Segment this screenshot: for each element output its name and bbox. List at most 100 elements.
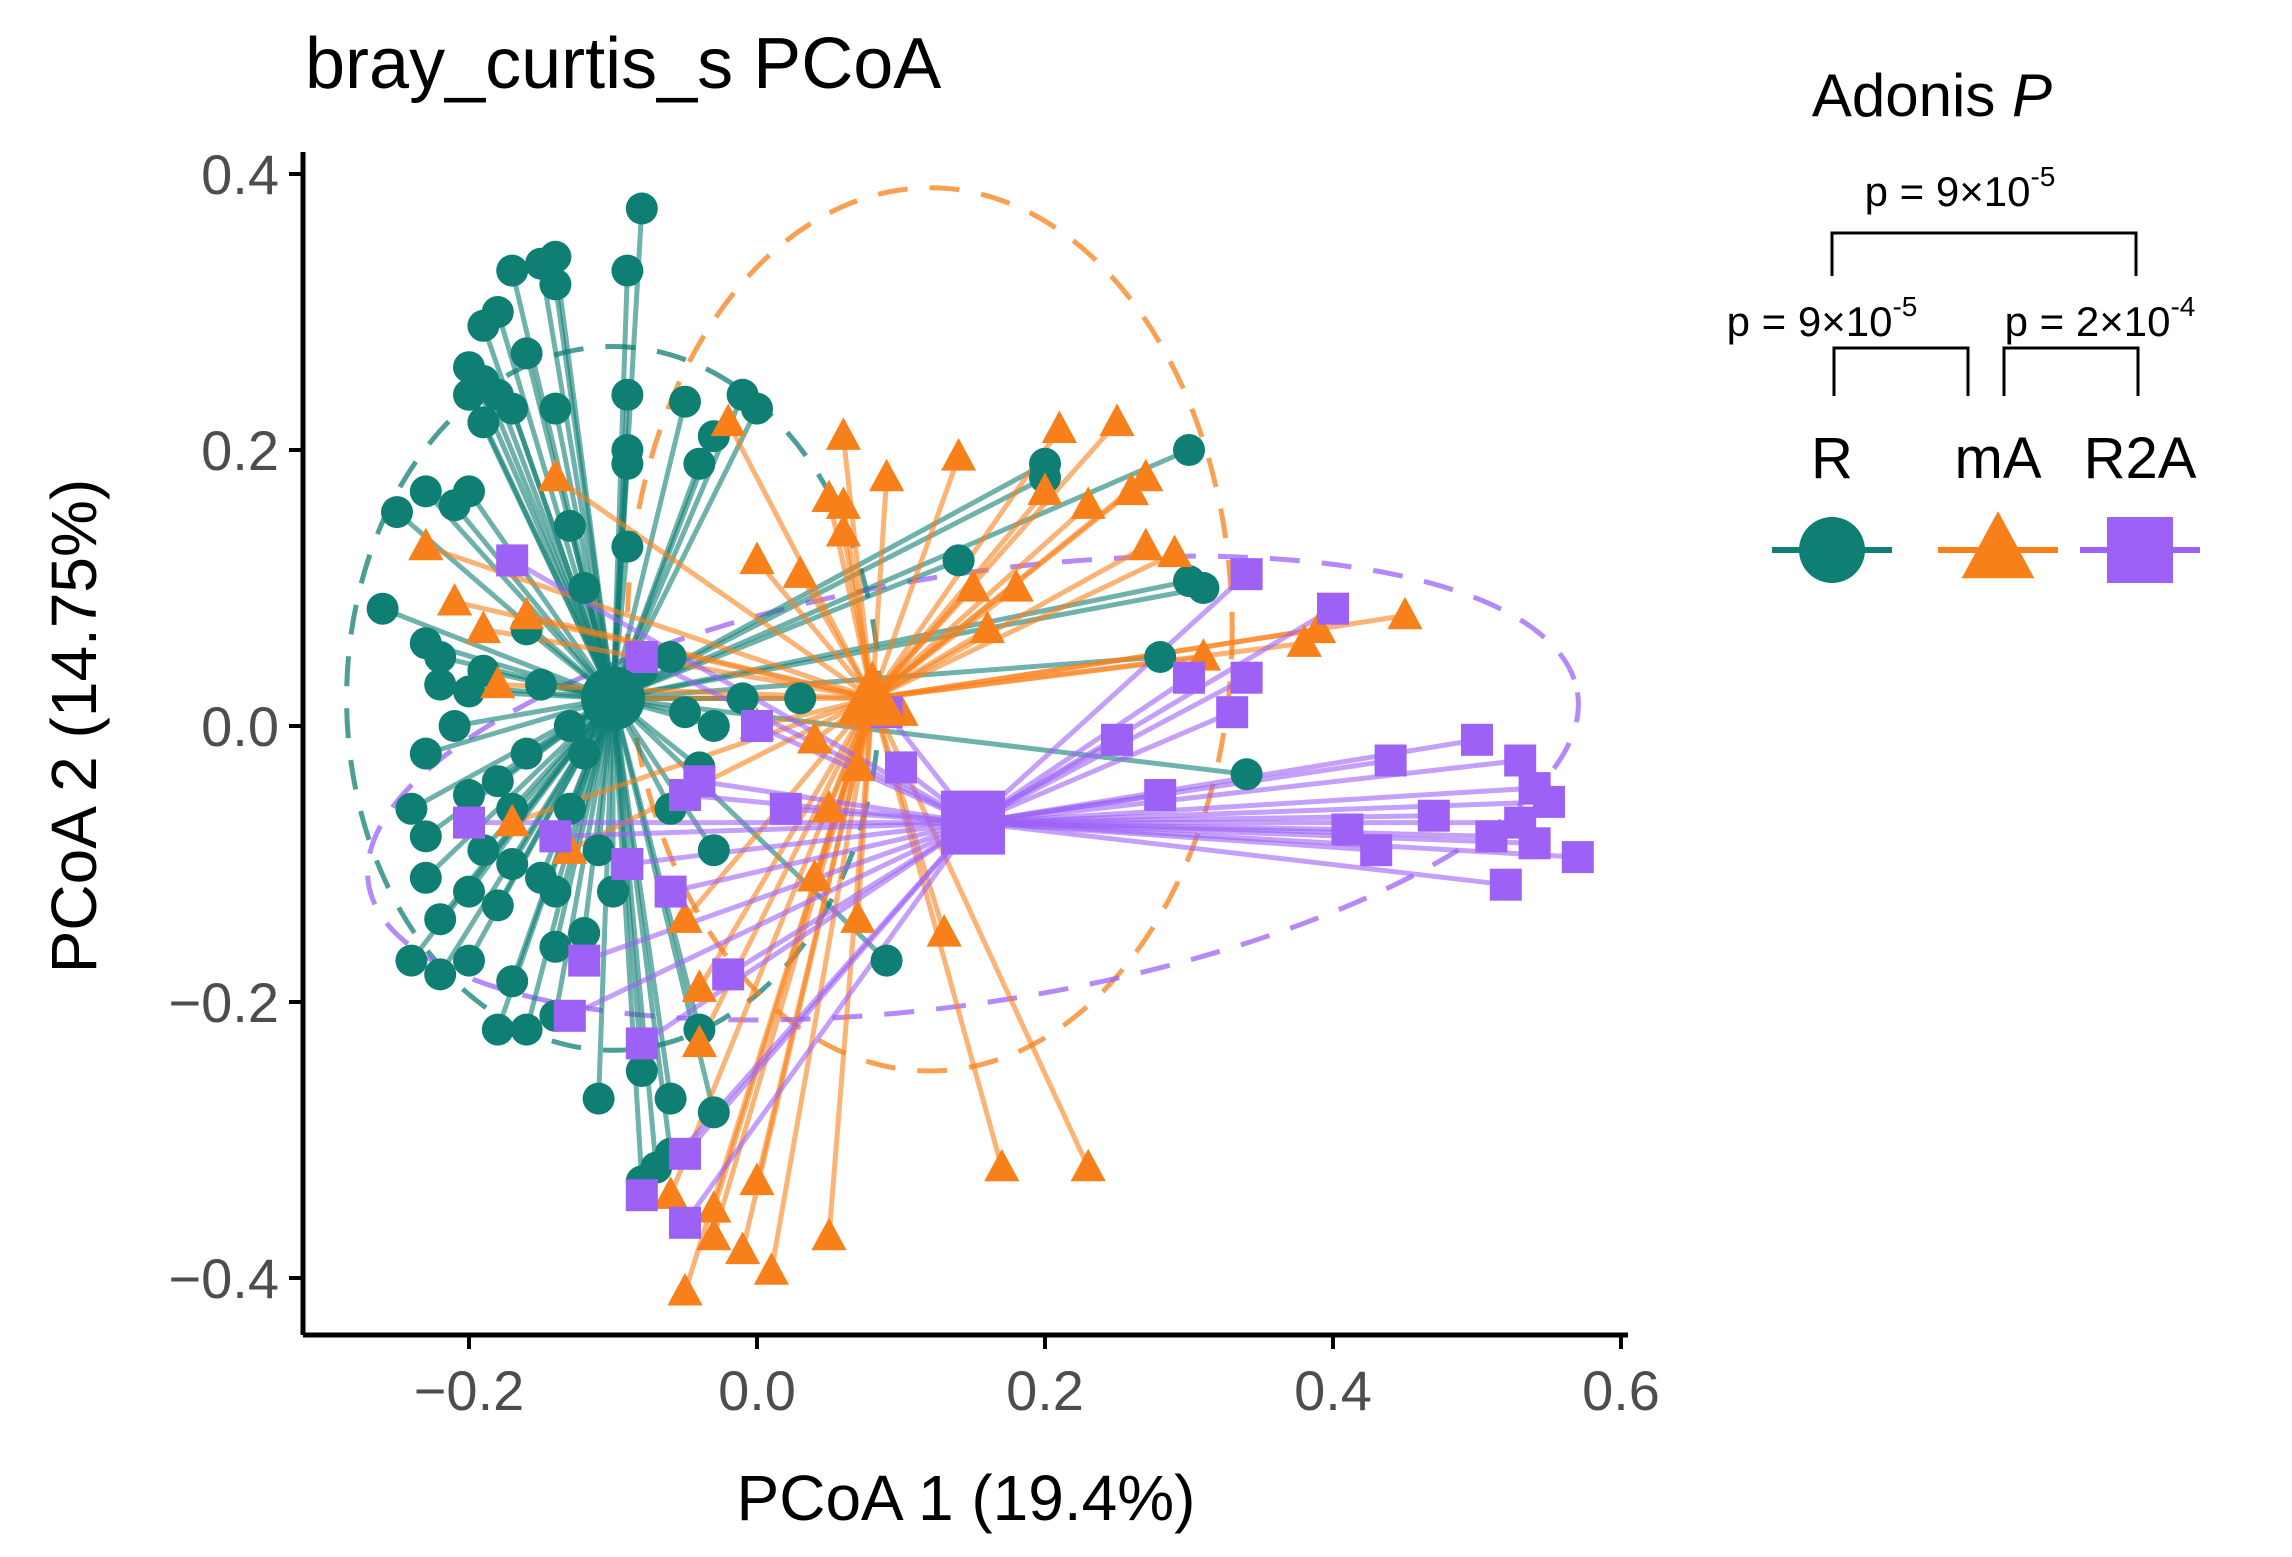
point-r: [395, 944, 428, 977]
point-ma: [753, 1252, 789, 1285]
spoke-r: [610, 698, 645, 1182]
point-ma: [480, 665, 516, 699]
y-tick-label: −0.2: [168, 971, 279, 1034]
point-r: [409, 737, 442, 770]
point-r: [611, 530, 644, 563]
point-r: [553, 509, 586, 542]
point-r2a: [625, 1027, 658, 1060]
point-r2a: [1230, 661, 1263, 694]
spoke-ma: [869, 477, 890, 699]
point-r2a: [1504, 744, 1537, 777]
point-r2a: [496, 544, 529, 577]
spoke-r2a: [699, 778, 974, 826]
point-ma: [1128, 527, 1164, 561]
y-axis-title: PCoA 2 (14.75%): [38, 479, 110, 974]
bracket-r-r2a: [1830, 231, 2138, 276]
point-ma: [1070, 486, 1106, 519]
spoke-ma: [740, 697, 875, 1251]
point-r: [453, 779, 485, 811]
point-r: [496, 254, 529, 287]
point-ma: [465, 610, 501, 644]
point-r: [669, 696, 701, 729]
point-r: [726, 682, 759, 715]
centroid-r: [581, 666, 645, 731]
point-ma: [998, 569, 1034, 602]
point-r: [654, 641, 687, 673]
point-r: [568, 572, 601, 604]
chart-title: bray_curtis_s PCoA: [305, 24, 941, 104]
spoke-ma: [755, 558, 875, 701]
spoke-r: [381, 606, 614, 701]
point-r: [553, 710, 586, 742]
spoke-r: [425, 696, 614, 756]
point-r: [381, 496, 413, 529]
point-r2a: [1461, 723, 1493, 756]
point-r2a: [1331, 813, 1364, 846]
spoke-r: [610, 698, 659, 1168]
spoke-r2a: [627, 820, 974, 867]
point-r2a: [712, 958, 745, 991]
spoke-r: [552, 284, 616, 699]
point-r2a: [539, 820, 572, 853]
point-ma: [926, 914, 962, 947]
point-ma: [825, 486, 861, 519]
x-tick-label: 0.6: [1582, 1359, 1660, 1422]
spoke-ma: [553, 475, 874, 701]
point-r: [870, 944, 903, 977]
point-r2a: [654, 875, 687, 908]
point-ma: [825, 513, 861, 547]
y-tick-label: 0.0: [201, 695, 279, 758]
point-r: [553, 792, 586, 825]
spoke-r: [610, 697, 702, 1031]
ellipse-ma: [624, 185, 1235, 1074]
point-ma: [984, 1148, 1020, 1182]
spoke-r2a: [972, 758, 1521, 826]
plot-area: [344, 185, 1594, 1306]
spoke-r2a: [640, 820, 975, 1046]
point-ma: [840, 900, 876, 933]
point-r2a: [1518, 827, 1551, 860]
point-r: [697, 834, 730, 867]
point-r2a: [453, 806, 485, 839]
point-r2a: [669, 1206, 701, 1239]
point-ma: [653, 1176, 689, 1209]
point-r: [496, 965, 529, 998]
spoke-ma: [871, 551, 1176, 701]
y-ticks: −0.4 −0.2 0.0 0.2 0.4: [168, 143, 303, 1310]
spoke-r2a: [670, 820, 974, 895]
y-tick-label: −0.4: [168, 1247, 279, 1310]
point-r: [697, 710, 730, 742]
legend-keys: [1772, 511, 2200, 583]
legend-key-r2a: [2107, 517, 2173, 583]
point-r: [582, 1082, 615, 1115]
point-r: [510, 737, 543, 770]
point-r: [409, 861, 442, 894]
spoke-ma: [711, 697, 875, 1210]
legend-label-r: R: [1811, 426, 1853, 491]
legend-label-ma: mA: [1955, 426, 2042, 491]
point-ma: [494, 803, 530, 837]
point-r: [1029, 447, 1061, 480]
spoke-r2a: [682, 821, 976, 1225]
point-r: [683, 447, 716, 480]
point-r: [654, 1082, 687, 1115]
point-r: [467, 834, 500, 867]
point-r2a: [1144, 779, 1177, 811]
point-r: [395, 792, 428, 825]
spoke-ma: [526, 613, 873, 701]
data-points: [366, 192, 1594, 1306]
point-ma: [941, 438, 977, 471]
spoke-ma: [870, 627, 989, 701]
point-r: [1173, 565, 1205, 598]
point-r: [611, 447, 644, 480]
spoke-ma: [768, 697, 875, 1272]
spoke-r2a: [583, 820, 974, 963]
point-r: [1144, 641, 1177, 673]
point-r: [597, 875, 629, 908]
point-ma: [437, 582, 473, 616]
spoke-r: [610, 698, 674, 1155]
point-ma: [1070, 1148, 1106, 1182]
point-r: [481, 889, 514, 922]
point-r2a: [1374, 744, 1407, 777]
spoke-r2a: [972, 820, 1507, 888]
